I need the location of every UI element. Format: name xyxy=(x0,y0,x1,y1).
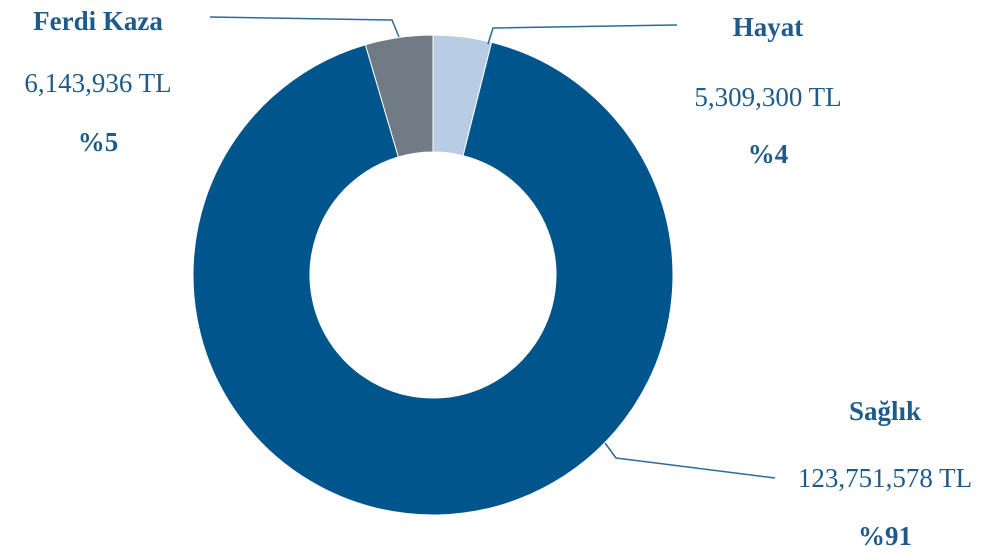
slice-ferdi-kaza xyxy=(364,34,434,158)
slice-value-label: 123,751,578 TL xyxy=(798,463,972,493)
slice-name-label: Hayat xyxy=(733,12,804,42)
leader-line-2 xyxy=(209,16,400,38)
slice-value-label: 5,309,300 TL xyxy=(694,82,841,112)
slice-sağlık xyxy=(192,41,674,516)
slice-value-label: 6,143,936 TL xyxy=(24,68,171,98)
leader-line-1 xyxy=(604,442,776,479)
leader-line-0 xyxy=(487,24,678,45)
slice-name-label: Sağlık xyxy=(849,396,921,426)
slice-labels: Hayat 5,309,300 TL %4 Sağlık 123,751,578 TL%… xyxy=(24,6,972,551)
slice-percent-label: %91 xyxy=(858,521,912,551)
leader-lines xyxy=(209,16,776,479)
slice-name-label: Ferdi Kaza xyxy=(33,6,163,36)
slice-percent-label: %5 xyxy=(78,127,119,157)
slice-percent-label: %4 xyxy=(748,139,789,169)
donut-slices xyxy=(192,34,674,516)
